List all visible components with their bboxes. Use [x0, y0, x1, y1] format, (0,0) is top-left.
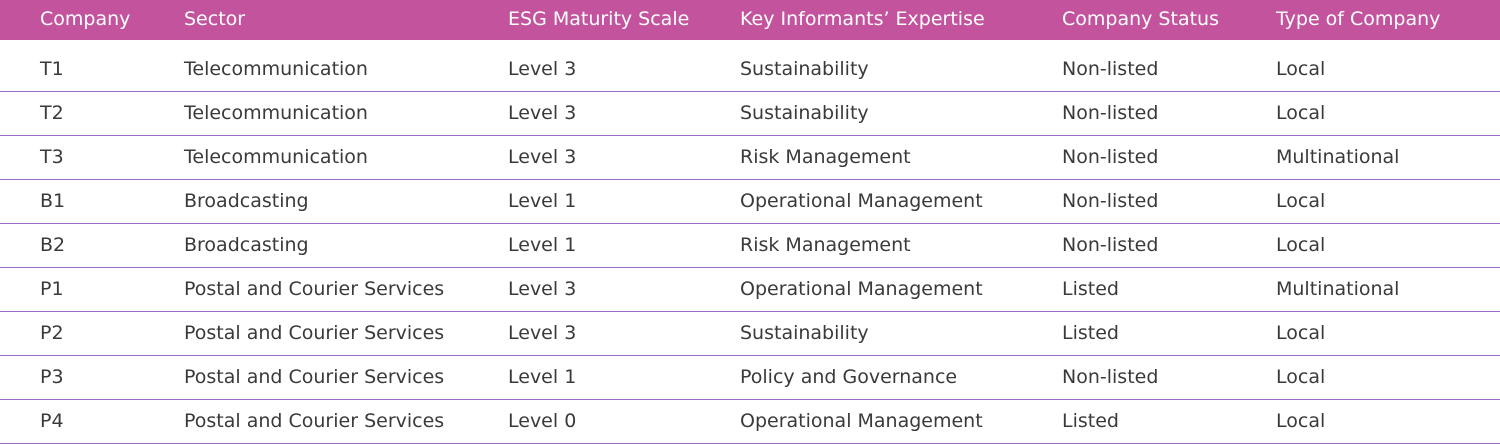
cell-company-status: Non-listed	[1062, 58, 1159, 80]
header-key-informants-expertise: Key Informants’ Expertise	[740, 8, 985, 30]
cell-company-status: Listed	[1062, 322, 1119, 344]
cell-company-status: Non-listed	[1062, 146, 1159, 168]
cell-expertise: Sustainability	[740, 322, 869, 344]
cell-esg-maturity: Level 3	[508, 146, 577, 168]
cell-company: P3	[40, 366, 64, 388]
cell-company-status: Non-listed	[1062, 366, 1159, 388]
cell-sector: Telecommunication	[184, 58, 368, 80]
cell-company: B1	[40, 190, 66, 212]
table-row: B1 Broadcasting Level 1 Operational Managem…	[0, 180, 1500, 224]
cell-esg-maturity: Level 3	[508, 58, 577, 80]
table-row: P3 Postal and Courier Services Level 1 Poli…	[0, 356, 1500, 400]
table-row: B2 Broadcasting Level 1 Risk Management Non-…	[0, 224, 1500, 268]
table-row: P2 Postal and Courier Services Level 3 Sust…	[0, 312, 1500, 356]
cell-company-status: Non-listed	[1062, 190, 1159, 212]
table-row: T2 Telecommunication Level 3 Sustainability…	[0, 92, 1500, 136]
cell-company-status: Listed	[1062, 278, 1119, 300]
cell-company-status: Non-listed	[1062, 234, 1159, 256]
cell-sector: Postal and Courier Services	[184, 366, 445, 388]
cell-company-type: Local	[1276, 410, 1326, 432]
cell-sector: Postal and Courier Services	[184, 278, 445, 300]
cell-esg-maturity: Level 1	[508, 234, 577, 256]
cell-esg-maturity: Level 3	[508, 322, 577, 344]
cell-company: P2	[40, 322, 64, 344]
table-header: Company Sector ESG Maturity Scale Key In…	[0, 0, 1500, 40]
header-sector: Sector	[184, 8, 246, 30]
cell-company-type: Local	[1276, 366, 1326, 388]
cell-company: P1	[40, 278, 64, 300]
cell-sector: Broadcasting	[184, 190, 309, 212]
cell-expertise: Operational Management	[740, 278, 983, 300]
cell-esg-maturity: Level 1	[508, 190, 577, 212]
cell-esg-maturity: Level 1	[508, 366, 577, 388]
cell-company-type: Local	[1276, 322, 1326, 344]
cell-expertise: Policy and Governance	[740, 366, 958, 388]
cell-company-type: Multinational	[1276, 146, 1400, 168]
cell-esg-maturity: Level 3	[508, 102, 577, 124]
cell-company-status: Non-listed	[1062, 102, 1159, 124]
cell-company-type: Multinational	[1276, 278, 1400, 300]
header-type-of-company: Type of Company	[1276, 8, 1441, 30]
cell-sector: Postal and Courier Services	[184, 410, 445, 432]
cell-sector: Telecommunication	[184, 146, 368, 168]
cell-expertise: Operational Management	[740, 190, 983, 212]
cell-esg-maturity: Level 0	[508, 410, 577, 432]
cell-company: P4	[40, 410, 64, 432]
cell-company-type: Local	[1276, 102, 1326, 124]
table-row: T3 Telecommunication Level 3 Risk Managemen…	[0, 136, 1500, 180]
header-company-status: Company Status	[1062, 8, 1219, 30]
header-esg-maturity-scale: ESG Maturity Scale	[508, 8, 690, 30]
table-row: P1 Postal and Courier Services Level 3 Oper…	[0, 268, 1500, 312]
table-row: P4 Postal and Courier Services Level 0 Oper…	[0, 400, 1500, 444]
cell-sector: Telecommunication	[184, 102, 368, 124]
cell-company: T3	[40, 146, 64, 168]
cell-company-status: Listed	[1062, 410, 1119, 432]
table-row: T1 Telecommunication Level 3 Sustainability…	[0, 48, 1500, 92]
cell-company: B2	[40, 234, 66, 256]
header-company: Company	[40, 8, 131, 30]
cell-expertise: Sustainability	[740, 58, 869, 80]
cell-expertise: Risk Management	[740, 146, 911, 168]
cell-company-type: Local	[1276, 58, 1326, 80]
cell-esg-maturity: Level 3	[508, 278, 577, 300]
cell-expertise: Risk Management	[740, 234, 911, 256]
cell-company-type: Local	[1276, 234, 1326, 256]
cell-sector: Broadcasting	[184, 234, 309, 256]
cell-expertise: Sustainability	[740, 102, 869, 124]
cell-expertise: Operational Management	[740, 410, 983, 432]
cell-company: T1	[40, 58, 64, 80]
cell-company-type: Local	[1276, 190, 1326, 212]
cell-sector: Postal and Courier Services	[184, 322, 445, 344]
cell-company: T2	[40, 102, 64, 124]
